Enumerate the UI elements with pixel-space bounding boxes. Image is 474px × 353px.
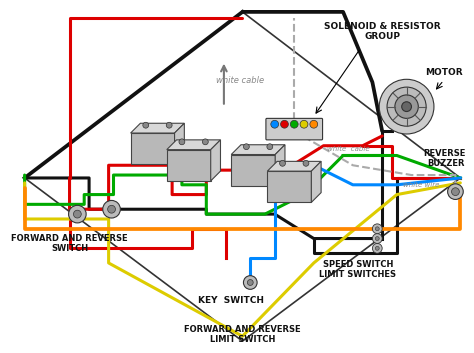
Circle shape xyxy=(271,120,279,128)
Polygon shape xyxy=(231,145,285,155)
Polygon shape xyxy=(167,140,220,150)
Circle shape xyxy=(280,160,285,166)
Text: white wire: white wire xyxy=(403,182,439,188)
Text: REVERSE
BUZZER: REVERSE BUZZER xyxy=(423,149,465,168)
Circle shape xyxy=(244,276,257,289)
Polygon shape xyxy=(275,145,285,186)
Circle shape xyxy=(179,139,185,145)
Circle shape xyxy=(247,280,253,286)
Polygon shape xyxy=(131,133,174,164)
Circle shape xyxy=(108,205,116,213)
Circle shape xyxy=(375,246,379,250)
Circle shape xyxy=(202,139,208,145)
Polygon shape xyxy=(267,161,321,171)
Polygon shape xyxy=(174,123,184,164)
Text: KEY  SWITCH: KEY SWITCH xyxy=(198,295,264,305)
Text: SPEED SWITCH
LIMIT SWITCHES: SPEED SWITCH LIMIT SWITCHES xyxy=(319,260,396,280)
Text: FORWARD AND REVERSE
SWITCH: FORWARD AND REVERSE SWITCH xyxy=(11,234,128,253)
Circle shape xyxy=(387,87,426,126)
Text: FORWARD AND REVERSE
LIMIT SWITCH: FORWARD AND REVERSE LIMIT SWITCH xyxy=(184,324,301,344)
Polygon shape xyxy=(267,171,311,202)
Polygon shape xyxy=(167,150,211,181)
Circle shape xyxy=(69,205,86,223)
Text: white  cable: white cable xyxy=(327,146,369,152)
Circle shape xyxy=(103,201,120,218)
Circle shape xyxy=(447,184,463,199)
Polygon shape xyxy=(231,155,275,186)
Circle shape xyxy=(267,144,273,150)
Circle shape xyxy=(373,244,382,253)
Circle shape xyxy=(166,122,172,128)
Circle shape xyxy=(375,237,379,240)
Circle shape xyxy=(310,120,318,128)
Circle shape xyxy=(73,210,81,218)
Circle shape xyxy=(281,120,288,128)
Text: SOLENOID & RESISTOR
GROUP: SOLENOID & RESISTOR GROUP xyxy=(324,22,440,41)
Circle shape xyxy=(373,224,382,234)
Circle shape xyxy=(375,227,379,231)
Circle shape xyxy=(244,144,249,150)
Circle shape xyxy=(379,79,434,134)
Circle shape xyxy=(300,120,308,128)
Circle shape xyxy=(373,234,382,244)
Circle shape xyxy=(303,160,309,166)
Circle shape xyxy=(401,102,411,112)
Circle shape xyxy=(291,120,298,128)
Polygon shape xyxy=(311,161,321,202)
Circle shape xyxy=(395,95,419,118)
FancyBboxPatch shape xyxy=(266,118,323,140)
Polygon shape xyxy=(131,123,184,133)
Text: white cable: white cable xyxy=(217,76,264,85)
Polygon shape xyxy=(211,140,220,181)
Circle shape xyxy=(143,122,149,128)
Circle shape xyxy=(452,188,459,196)
Text: MOTOR: MOTOR xyxy=(425,68,463,77)
